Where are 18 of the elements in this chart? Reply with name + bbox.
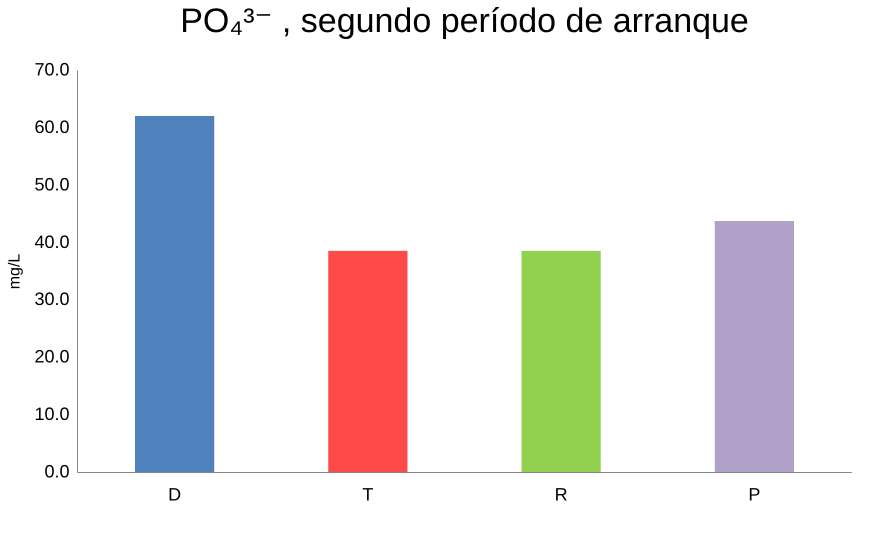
y-tick-label: 40.0 <box>34 232 70 252</box>
y-tick-label: 30.0 <box>34 289 70 310</box>
x-tick-label: T <box>362 484 374 504</box>
x-tick-label: P <box>748 484 760 504</box>
x-tick-label: R <box>554 484 568 504</box>
y-tick-label: 60.0 <box>34 116 70 137</box>
x-tick-label: D <box>168 484 182 504</box>
y-tick-label: 70.0 <box>34 60 70 80</box>
bar <box>714 221 794 472</box>
y-axis-title: mg/L <box>6 254 24 290</box>
y-tick-label: 0.0 <box>44 462 70 482</box>
y-tick-label: 20.0 <box>34 346 70 367</box>
bar <box>328 250 408 472</box>
y-tick-label: 50.0 <box>34 174 70 194</box>
y-tick-label: 10.0 <box>34 404 70 424</box>
bar <box>134 116 214 472</box>
chart-title: PO₄³⁻ , segundo período de arranque <box>180 2 749 40</box>
bar <box>522 250 601 472</box>
